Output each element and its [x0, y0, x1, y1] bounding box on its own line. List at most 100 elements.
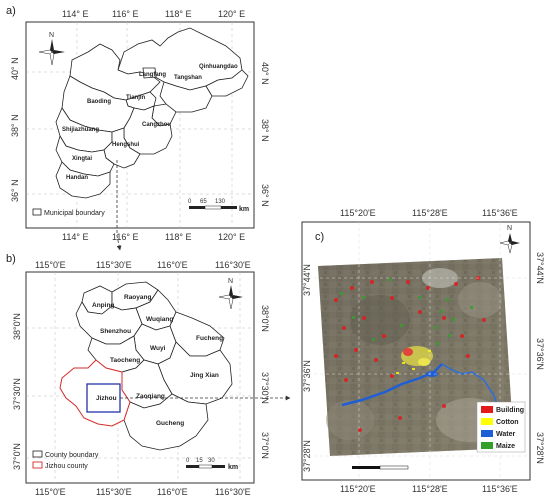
region-qinhuangdao — [205, 69, 249, 97]
region-chengde — [117, 27, 243, 91]
map-c-top-lon-3: 115°36'E — [482, 208, 518, 218]
scale-a-65: 65 — [200, 199, 207, 205]
map-a-bottom-lon-1: 114° E — [62, 232, 88, 242]
legend-swatch-county — [32, 450, 43, 458]
scale-a-0: 0 — [188, 199, 192, 205]
label-shenzhou: Shenzhou — [100, 328, 131, 335]
scale-bar-c: 0 5 10 Km — [350, 459, 423, 472]
legend-building: Building — [496, 407, 524, 414]
legend-swatch-maize — [481, 442, 493, 449]
legend-county: County boundary — [45, 452, 99, 459]
map-b-right-lat-2: 37°30'N — [260, 372, 270, 404]
panel-label-b: b) — [6, 253, 16, 265]
label-qinhuangdao: Qinhuangdao — [199, 64, 238, 70]
label-zaoqiang: Zaoqiang — [136, 393, 165, 400]
north-label-c: N — [507, 225, 512, 232]
label-raoyang: Raoyang — [124, 294, 151, 301]
region-handan — [55, 161, 111, 199]
scale-a-130: 130 — [215, 199, 226, 205]
map-c-top-lon-1: 115°20'E — [340, 208, 376, 218]
scale-b-0: 0 — [186, 458, 190, 464]
scale-b-unit: km — [228, 464, 238, 471]
map-c-right-lat-3: 37°28'N — [535, 432, 545, 464]
map-b-left-lat-1: 38°0'N — [12, 313, 22, 340]
north-label-b: N — [228, 278, 233, 285]
north-arrow-icon — [218, 285, 243, 310]
map-c-right-lat-2: 37°36'N — [535, 338, 545, 370]
scale-bar-a: 0 65 130 km — [188, 199, 249, 213]
label-wuyi: Wuyi — [150, 345, 166, 352]
map-a-top-lon-1: 114° E — [62, 9, 88, 19]
map-b-bottom-lon-3: 116°0'E — [157, 487, 188, 497]
legend-jizhou: Jizhou county — [45, 463, 88, 470]
scale-c-10: 10 — [404, 459, 411, 465]
hengshui-counties — [59, 281, 233, 451]
map-a-right-lat-1: 40° N — [260, 62, 270, 85]
label-xingtai: Xingtai — [72, 156, 92, 162]
label-handan: Handan — [66, 175, 88, 181]
label-tianjin: Tianjin — [126, 95, 146, 101]
map-a-left-lat-1: 40° N — [10, 57, 20, 80]
scale-b-15: 15 — [196, 458, 203, 464]
legend-swatch-cotton — [481, 418, 493, 425]
legend-municipal: Municipal boundary — [44, 210, 105, 217]
label-taocheng: Taocheng — [110, 357, 140, 364]
north-arrow-icon — [38, 39, 65, 66]
map-b-top-lon-3: 116°0'E — [157, 260, 188, 270]
map-c-right-lat-1: 37°44'N — [535, 252, 545, 284]
map-b-right-lat-3: 37°0'N — [260, 432, 270, 459]
label-cangzhou: Cangzhou — [142, 122, 171, 128]
scale-c-0: 0 — [350, 459, 354, 465]
map-c-top-lon-2: 115°28'E — [412, 208, 448, 218]
region-hengshui — [103, 127, 141, 169]
satellite-image — [318, 258, 514, 456]
region-tangshan — [159, 81, 213, 113]
label-shijiazhuang: Shijiazhuang — [62, 127, 99, 133]
legend-swatch-building — [481, 406, 493, 413]
map-a-right-lat-2: 38° N — [260, 119, 270, 142]
north-label-a: N — [49, 32, 54, 39]
scale-b-30: 30 — [208, 458, 215, 464]
panel-label-c: c) — [315, 231, 324, 243]
map-a-left-lat-2: 38° N — [10, 114, 20, 137]
map-c-bottom-lon-1: 115°20'E — [340, 484, 376, 494]
map-b-frame — [25, 271, 255, 484]
scale-c-unit: Km — [412, 465, 423, 472]
scale-bar-b: 0 15 30 km — [186, 458, 238, 471]
map-b-top-lon-1: 115°0'E — [35, 260, 66, 270]
map-c-bottom-lon-2: 115°28'E — [412, 484, 448, 494]
legend-water: Water — [496, 431, 515, 438]
map-b-bottom-lon-1: 115°0'E — [35, 487, 66, 497]
legend-swatch-municipal — [32, 208, 42, 216]
connector-a-to-b — [116, 160, 122, 251]
map-b-bottom-lon-2: 115°30'E — [96, 487, 132, 497]
legend-maize: Maize — [496, 443, 515, 450]
map-a-top-lon-3: 118° E — [165, 9, 191, 19]
label-hengshui: Hengshui — [112, 142, 140, 148]
map-a-bottom-lon-4: 120° E — [218, 232, 245, 242]
map-c: 115°20'E 115°28'E 115°36'E 115°20'E 115°… — [301, 208, 545, 494]
map-b-left-lat-3: 37°0'N — [12, 443, 22, 470]
label-baoding: Baoding — [87, 99, 111, 105]
map-b-top-lon-4: 116°30'E — [215, 260, 251, 270]
map-c-left-lat-3: 37°28'N — [302, 440, 312, 472]
map-b-top-lon-2: 115°30'E — [96, 260, 132, 270]
map-b-right-lat-1: 38°0'N — [260, 305, 270, 332]
county-gucheng — [123, 393, 209, 451]
panel-label-a: a) — [6, 5, 16, 17]
label-gucheng: Gucheng — [156, 420, 184, 427]
region-langfang — [142, 67, 157, 79]
legend-swatch-water — [481, 430, 493, 437]
map-c-bottom-lon-3: 115°36'E — [482, 484, 518, 494]
label-langfang: Langfang — [139, 72, 166, 78]
county-jizhou — [59, 359, 131, 427]
scale-a-unit: km — [239, 206, 249, 213]
label-jingxian: Jing Xian — [190, 372, 219, 379]
label-jizhou: Jizhou — [96, 395, 117, 402]
map-c-left-lat-1: 37°44'N — [302, 264, 312, 296]
map-a-top-lon-4: 120° E — [218, 9, 245, 19]
north-arrow-icon — [499, 233, 520, 254]
label-tangshan: Tangshan — [174, 75, 202, 81]
map-b: 115°0'E 115°30'E 116°0'E 116°30'E 115°0'… — [12, 260, 270, 497]
